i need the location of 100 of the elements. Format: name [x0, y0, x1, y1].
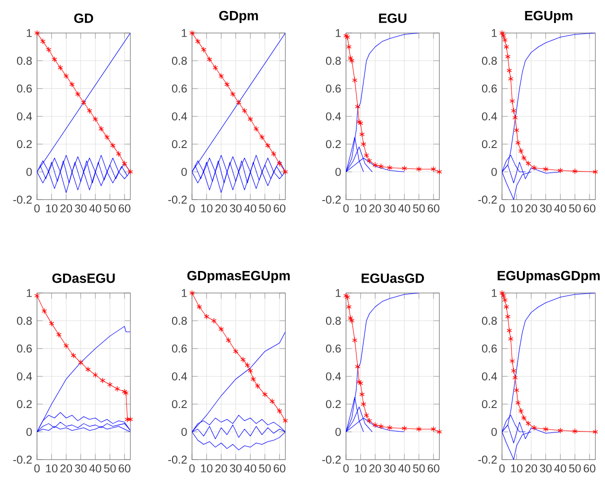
y-tick-label: 0.6 — [482, 344, 497, 353]
y-tick-label: 1 — [26, 289, 32, 297]
x-tick-label: 10 — [355, 204, 366, 212]
x-tick-label: 60 — [118, 464, 130, 472]
y-tick-label: 0.4 — [172, 372, 187, 380]
y-tick-label: 0 — [181, 168, 187, 176]
x-tick-label: 50 — [259, 464, 271, 472]
x-tick-label: 60 — [274, 204, 286, 212]
y-tick-label: 0.2 — [326, 400, 341, 408]
x-tick-label: 0 — [34, 464, 40, 472]
chart-title: EGUpm — [525, 10, 572, 23]
y-tick-label: 0.6 — [16, 344, 32, 353]
chart-title: GDasEGU — [52, 274, 115, 283]
y-tick-label: 0 — [335, 428, 341, 436]
x-tick-label: 30 — [74, 464, 87, 472]
x-tick-label: 50 — [569, 204, 581, 212]
y-tick-label: 1 — [182, 29, 187, 37]
x-tick-label: 30 — [384, 204, 396, 212]
y-tick-label: 0.8 — [482, 56, 497, 65]
y-tick-label: 0 — [335, 168, 341, 176]
chart-title: GDpm — [219, 10, 258, 23]
y-tick-label: 0.4 — [326, 372, 341, 380]
x-tick-label: 60 — [584, 204, 596, 212]
y-tick-label: -0.2 — [478, 456, 497, 464]
y-tick-label: -0.2 — [13, 196, 32, 204]
x-tick-label: 40 — [244, 204, 256, 212]
x-tick-label: 60 — [584, 464, 596, 472]
x-tick-label: 60 — [428, 204, 440, 212]
y-tick-label: 0.8 — [16, 316, 32, 325]
x-tick-label: 10 — [355, 464, 366, 472]
y-tick-label: 0.4 — [482, 372, 497, 380]
x-tick-label: 10 — [201, 204, 212, 212]
y-tick-label: 0 — [181, 428, 187, 436]
x-tick-label: 10 — [46, 464, 58, 472]
y-tick-label: 0.6 — [172, 344, 187, 353]
x-tick-label: 40 — [244, 464, 256, 472]
x-tick-label: 0 — [499, 464, 505, 472]
y-tick-label: 0.2 — [326, 140, 341, 148]
y-tick-label: 0.6 — [326, 344, 341, 353]
y-tick-label: -0.2 — [322, 196, 341, 204]
x-tick-label: 40 — [398, 204, 410, 212]
y-tick-label: -0.2 — [168, 456, 187, 464]
x-tick-label: 50 — [413, 204, 425, 212]
y-tick-label: -0.2 — [478, 196, 497, 204]
y-tick-label: -0.2 — [322, 456, 341, 464]
x-tick-label: 40 — [554, 464, 566, 472]
y-tick-label: 0 — [491, 168, 497, 176]
y-tick-label: 1 — [492, 29, 497, 37]
y-tick-label: 0.2 — [172, 400, 187, 408]
x-tick-label: 20 — [525, 464, 538, 472]
x-tick-label: 30 — [74, 204, 87, 212]
x-tick-label: 0 — [189, 464, 195, 472]
y-tick-label: 1 — [336, 289, 341, 297]
x-tick-label: 50 — [413, 464, 425, 472]
x-tick-label: 30 — [230, 464, 242, 472]
y-tick-label: 1 — [26, 29, 32, 37]
y-tick-label: 0.6 — [16, 84, 32, 93]
x-tick-label: 0 — [499, 204, 505, 212]
y-tick-label: 0.8 — [172, 316, 187, 325]
x-tick-label: 10 — [46, 204, 58, 212]
x-tick-label: 0 — [343, 464, 349, 472]
y-tick-label: 0.4 — [16, 112, 32, 120]
y-tick-label: 0.8 — [16, 56, 32, 65]
chart-title: GD — [74, 14, 94, 23]
x-tick-label: 10 — [511, 464, 522, 472]
y-tick-label: 0.4 — [326, 112, 341, 120]
x-tick-label: 30 — [540, 464, 552, 472]
x-tick-label: 20 — [60, 464, 72, 472]
x-tick-label: 0 — [343, 204, 349, 212]
y-tick-label: 0.2 — [16, 140, 32, 148]
x-tick-label: 60 — [428, 464, 440, 472]
y-tick-label: 1 — [492, 289, 497, 297]
y-tick-label: 0.6 — [482, 84, 497, 93]
x-tick-label: 40 — [89, 204, 102, 212]
y-tick-label: 0.2 — [482, 400, 497, 408]
chart-title: EGU — [379, 14, 406, 23]
y-tick-label: 0.6 — [326, 84, 341, 93]
x-tick-label: 20 — [60, 204, 72, 212]
y-tick-label: 0.4 — [482, 112, 497, 120]
x-tick-label: 50 — [259, 204, 271, 212]
y-tick-label: 0 — [26, 428, 32, 436]
y-tick-label: 1 — [336, 29, 341, 37]
y-tick-label: 0.2 — [16, 400, 32, 408]
x-tick-label: 10 — [201, 464, 212, 472]
y-tick-label: 1 — [182, 289, 187, 297]
x-tick-label: 50 — [569, 464, 581, 472]
x-tick-label: 60 — [274, 464, 286, 472]
x-tick-label: 60 — [118, 204, 130, 212]
y-tick-label: 0 — [26, 168, 32, 176]
y-tick-label: 0.6 — [172, 84, 187, 93]
x-tick-label: 40 — [398, 464, 410, 472]
y-tick-label: 0.8 — [482, 316, 497, 325]
chart-title: EGUasGD — [362, 274, 424, 283]
x-tick-label: 30 — [230, 204, 242, 212]
y-tick-label: 0.2 — [482, 140, 497, 148]
chart-title: EGUpmasGDpm — [498, 270, 600, 283]
x-tick-label: 50 — [104, 204, 116, 212]
y-tick-label: 0.2 — [172, 140, 187, 148]
x-tick-label: 30 — [540, 204, 552, 212]
x-tick-label: 50 — [104, 464, 116, 472]
